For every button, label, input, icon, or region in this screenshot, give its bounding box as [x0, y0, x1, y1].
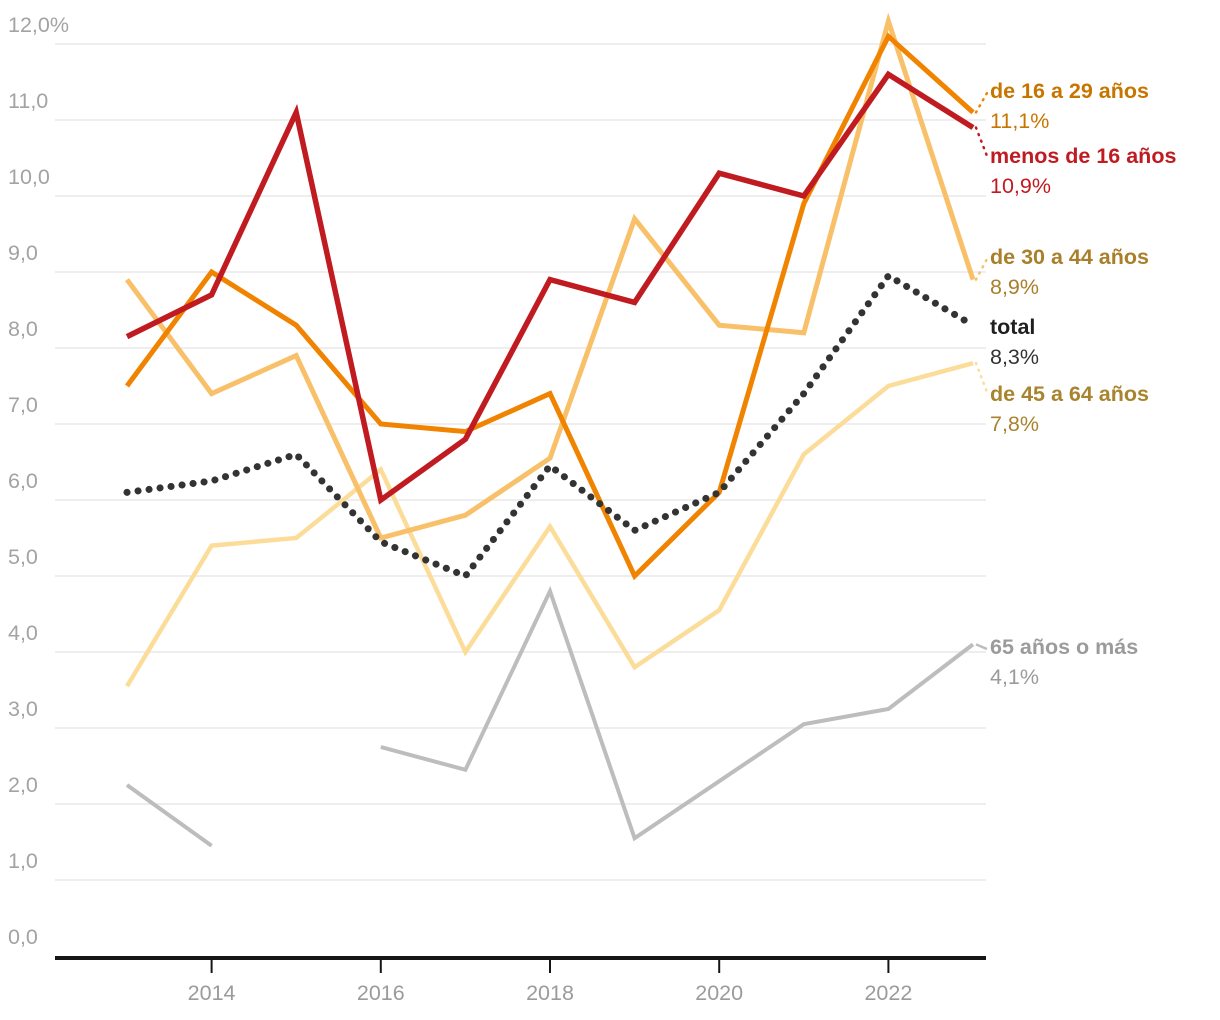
leader-line-65-o-mas — [975, 643, 988, 651]
series-line-de-16-a-29 — [124, 32, 975, 581]
series-label-total: total 8,3% — [990, 316, 1215, 369]
leader-line-de-45-a-64 — [974, 361, 989, 394]
series-line-de-30-a-44 — [124, 12, 976, 541]
series-label-de-16-a-29: de 16 a 29 años 11,1% — [990, 80, 1215, 133]
y-axis-tick-label: 6,0 — [8, 469, 38, 493]
leader-line-menos-de-16 — [974, 126, 989, 158]
y-axis-tick-label: 10,0 — [8, 165, 50, 189]
y-axis-tick-label: 9,0 — [8, 241, 38, 265]
x-axis-tick-label: 2014 — [187, 981, 236, 1005]
series-line-de-45-a-64 — [125, 361, 974, 688]
series-name: 65 años o más — [990, 635, 1139, 659]
y-axis-tick-label: 12,0% — [8, 13, 69, 37]
series-line-total — [123, 271, 977, 581]
series-end-value: 8,3% — [990, 345, 1040, 369]
series-name: de 45 a 64 años — [990, 382, 1149, 406]
series-name: de 16 a 29 años — [990, 79, 1149, 103]
series-name: de 30 a 44 años — [990, 245, 1149, 269]
series-label-de-30-a-44: de 30 a 44 años 8,9% — [990, 246, 1215, 299]
y-axis-tick-label: 5,0 — [8, 545, 38, 569]
series-end-value: 7,8% — [990, 412, 1040, 436]
series-end-value: 8,9% — [990, 275, 1040, 299]
series-line-menos-de-16 — [125, 70, 975, 505]
y-axis-tick-label: 4,0 — [8, 621, 38, 645]
y-axis-tick-label: 8,0 — [8, 317, 38, 341]
y-axis-tick-label: 2,0 — [8, 773, 38, 797]
series-name: total — [990, 315, 1036, 339]
series-end-value: 11,1% — [990, 109, 1050, 133]
series-label-menos-de-16: menos de 16 años 10,9% — [990, 145, 1215, 198]
y-axis-tick-label: 3,0 — [8, 697, 38, 721]
y-axis-tick-label: 7,0 — [8, 393, 38, 417]
series-end-value: 10,9% — [990, 174, 1051, 198]
x-axis-tick-label: 2020 — [695, 981, 744, 1005]
leader-line-de-16-a-29 — [974, 91, 989, 114]
series-label-65-o-mas: 65 años o más 4,1% — [990, 636, 1215, 689]
y-axis-tick-label: 0,0 — [8, 925, 38, 949]
series-end-value: 4,1% — [990, 665, 1040, 689]
series-name: menos de 16 años — [990, 144, 1177, 168]
y-axis-tick-label: 1,0 — [8, 849, 38, 873]
series-label-de-45-a-64: de 45 a 64 años 7,8% — [990, 383, 1215, 436]
x-axis-tick-label: 2022 — [864, 981, 913, 1005]
leader-line-de-30-a-44 — [974, 257, 989, 281]
series-line-65-o-mas — [125, 585, 975, 848]
x-axis-tick-label: 2016 — [356, 981, 405, 1005]
y-axis-tick-label: 11,0 — [8, 89, 49, 113]
x-axis-tick-label: 2018 — [526, 981, 574, 1005]
